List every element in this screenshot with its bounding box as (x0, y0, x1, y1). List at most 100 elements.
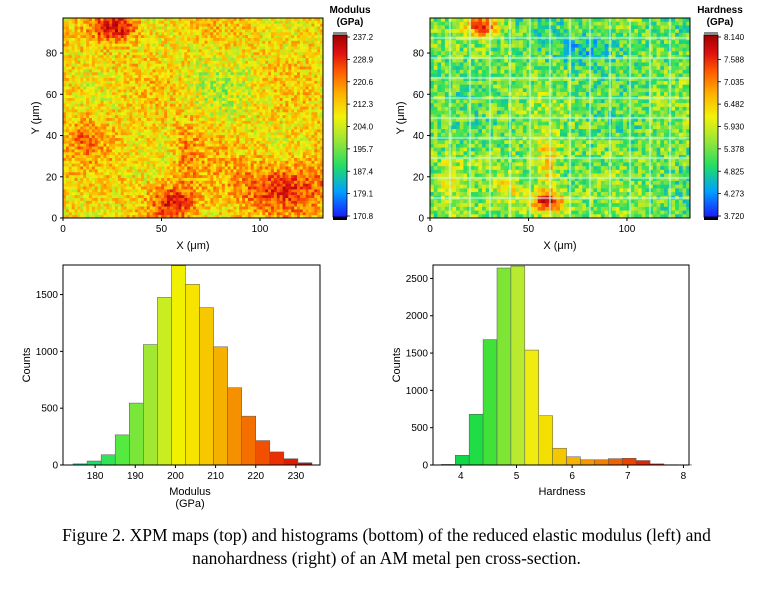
map-pixel (63, 23, 67, 27)
map-pixel (210, 169, 214, 173)
map-pixel (193, 26, 197, 30)
map-pixel (109, 135, 113, 139)
map-pixel (276, 40, 280, 45)
map-pixel (120, 132, 124, 136)
map-pixel (152, 69, 156, 73)
map-pixel (276, 63, 280, 67)
map-pixel (89, 126, 93, 130)
map-pixel (94, 18, 98, 22)
map-pixel (239, 112, 243, 116)
map-pixel (320, 135, 324, 139)
map-pixel (143, 149, 148, 153)
map-pixel (311, 29, 315, 33)
map-pixel (141, 95, 145, 99)
map-pixel (247, 86, 252, 90)
map-pixel (91, 158, 96, 162)
map-pixel (224, 115, 228, 119)
map-pixel (178, 92, 182, 96)
map-pixel (250, 118, 254, 122)
map-pixel (129, 23, 133, 27)
map-pixel (71, 123, 75, 127)
map-pixel (190, 175, 194, 179)
map-pixel (68, 132, 72, 136)
map-pixel (302, 32, 306, 36)
map-pixel (68, 146, 72, 150)
map-pixel (236, 135, 240, 139)
map-pixel (172, 123, 176, 127)
map-pixel (63, 152, 67, 156)
map-pixel (135, 43, 139, 47)
map-pixel (193, 95, 197, 99)
map-pixel (135, 118, 139, 122)
map-pixel (291, 112, 295, 116)
map-pixel (83, 152, 87, 156)
map-pixel (106, 63, 110, 67)
map-pixel (210, 55, 214, 59)
map-pixel (216, 86, 220, 90)
map-pixel (285, 106, 289, 110)
map-pixel (262, 95, 266, 99)
map-pixel (120, 166, 124, 170)
map-pixel (271, 112, 275, 116)
map-pixel (74, 89, 78, 93)
map-pixel (77, 52, 81, 56)
map-pixel (172, 38, 176, 42)
map-pixel (169, 138, 174, 142)
map-pixel (91, 80, 96, 85)
map-pixel (236, 80, 240, 85)
map-pixel (317, 152, 321, 156)
map-pixel (288, 26, 292, 30)
map-pixel (129, 78, 133, 82)
map-pixel (80, 60, 84, 65)
map-pixel (100, 43, 104, 47)
map-pixel (184, 75, 188, 79)
map-pixel (279, 69, 283, 73)
map-pixel (146, 132, 150, 136)
map-pixel (86, 115, 90, 119)
map-pixel (294, 103, 298, 107)
map-pixel (299, 126, 304, 130)
map-pixel (219, 169, 223, 173)
map-pixel (250, 80, 254, 85)
map-pixel (216, 129, 220, 133)
map-pixel (250, 152, 254, 156)
map-pixel (106, 149, 110, 153)
map-pixel (71, 146, 75, 150)
map-pixel (308, 63, 312, 67)
map-pixel (245, 78, 249, 82)
map-pixel (77, 23, 81, 27)
map-pixel (195, 38, 200, 42)
map-pixel (164, 106, 168, 110)
map-pixel (135, 106, 139, 110)
map-pixel (123, 32, 127, 36)
map-pixel (68, 140, 72, 145)
map-pixel (172, 152, 176, 156)
map-pixel (83, 49, 87, 53)
map-pixel (149, 143, 153, 147)
map-pixel (158, 100, 162, 105)
map-pixel (115, 172, 119, 176)
map-pixel (297, 98, 301, 102)
map-pixel (195, 166, 200, 170)
map-pixel (187, 146, 191, 150)
map-pixel (201, 69, 205, 73)
map-pixel (242, 172, 246, 176)
map-pixel (94, 72, 98, 76)
map-pixel (143, 40, 148, 45)
map-pixel (178, 146, 182, 150)
map-pixel (77, 66, 81, 70)
map-pixel (297, 38, 301, 42)
map-pixel (117, 166, 122, 170)
map-pixel (201, 123, 205, 127)
map-pixel (242, 63, 246, 67)
map-pixel (308, 149, 312, 153)
map-pixel (117, 129, 122, 133)
map-pixel (247, 149, 252, 153)
map-pixel (317, 38, 321, 42)
map-pixel (317, 49, 321, 53)
map-pixel (224, 152, 228, 156)
map-pixel (146, 75, 150, 79)
map-pixel (74, 58, 78, 62)
map-pixel (273, 63, 278, 67)
map-pixel (320, 75, 324, 79)
